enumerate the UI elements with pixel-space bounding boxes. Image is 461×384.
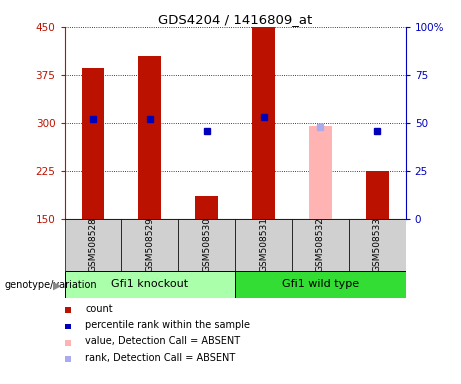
Text: ▶: ▶ [53, 280, 61, 290]
Bar [309, 126, 332, 219]
Bar [138, 56, 161, 219]
Bar [82, 68, 104, 219]
Text: GSM508531: GSM508531 [259, 217, 268, 272]
Text: GSM508530: GSM508530 [202, 217, 211, 272]
Text: rank, Detection Call = ABSENT: rank, Detection Call = ABSENT [85, 353, 236, 362]
Text: GSM508533: GSM508533 [373, 217, 382, 272]
Bar [349, 219, 406, 271]
Bar [65, 271, 235, 298]
Text: genotype/variation: genotype/variation [5, 280, 97, 290]
Text: percentile rank within the sample: percentile rank within the sample [85, 320, 250, 330]
Text: value, Detection Call = ABSENT: value, Detection Call = ABSENT [85, 336, 240, 346]
Bar [252, 27, 275, 219]
Bar [178, 219, 235, 271]
Title: GDS4204 / 1416809_at: GDS4204 / 1416809_at [158, 13, 312, 26]
Bar [366, 171, 389, 219]
Text: GSM508529: GSM508529 [145, 217, 154, 272]
Bar [121, 219, 178, 271]
Bar [195, 197, 218, 219]
Text: Gfi1 wild type: Gfi1 wild type [282, 279, 359, 289]
Text: GSM508532: GSM508532 [316, 217, 325, 272]
Bar [292, 219, 349, 271]
Text: GSM508528: GSM508528 [89, 217, 97, 272]
Text: count: count [85, 304, 113, 314]
Bar [65, 219, 121, 271]
Bar [235, 219, 292, 271]
Bar [235, 271, 406, 298]
Text: Gfi1 knockout: Gfi1 knockout [111, 279, 189, 289]
